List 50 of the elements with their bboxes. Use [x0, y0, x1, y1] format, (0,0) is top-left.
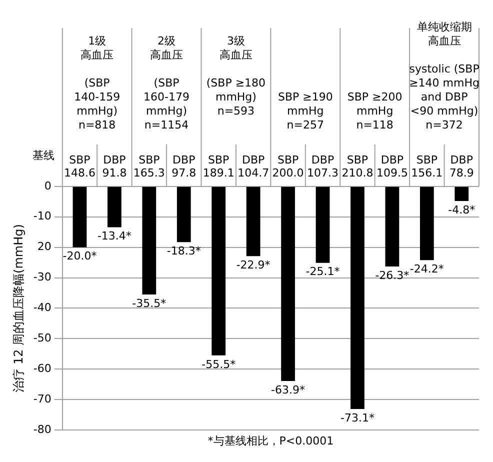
text: 高血压	[219, 48, 252, 62]
text: (SBP 160-179 mmHg) n=1154	[144, 76, 190, 132]
x-tick-label: SBP 148.6	[64, 153, 96, 180]
y-tick-label: -60	[33, 362, 52, 375]
x-tick-label: SBP 165.3	[133, 153, 165, 180]
text: systolic (SBP ≥140 mmHg and DBP <90 mmHg) n=372	[409, 62, 480, 132]
x-tick-label: SBP 156.1	[411, 153, 443, 180]
x-tick-label: SBP 200.0	[272, 153, 304, 180]
y-tick-label: -70	[33, 392, 52, 406]
text: *与基线相比，P<0.0001	[208, 434, 334, 448]
data-label: -55.5*	[202, 358, 236, 371]
data-label: -13.4*	[97, 230, 132, 243]
x-tick-label: DBP 91.8	[102, 153, 127, 180]
text: 高血压	[80, 48, 114, 62]
data-label: -63.9*	[271, 383, 306, 396]
x-tick-label: DBP 78.9	[449, 153, 474, 180]
text: 高血压	[150, 48, 184, 62]
y-tick-label: -50	[33, 332, 52, 345]
data-label: -20.0*	[62, 250, 98, 263]
data-label: -24.2*	[410, 262, 444, 276]
x-tick-label: DBP 107.3	[307, 153, 339, 180]
text: SBP ≥190 mmHg n=257	[278, 90, 333, 132]
text: 基线	[32, 148, 54, 162]
text: (SBP 140-159 mmHg) n=818	[74, 76, 120, 132]
data-label: -25.1*	[306, 265, 340, 278]
data-label: -35.5*	[132, 296, 167, 310]
data-label: -22.9*	[236, 258, 271, 272]
data-label: -26.3*	[375, 268, 410, 282]
x-tick-label: DBP 109.5	[376, 153, 408, 180]
text: 高血压	[428, 34, 461, 48]
data-label: -4.8*	[448, 203, 476, 216]
x-tick-label: DBP 104.7	[238, 153, 270, 180]
y-tick-label: -10	[33, 210, 52, 223]
data-label: -73.1*	[340, 411, 375, 424]
text: (SBP ≥180 mmHg) n=593	[206, 76, 266, 118]
text: 单纯收缩期	[416, 20, 472, 34]
y-tick-label: -80	[33, 422, 52, 436]
text: 3级	[226, 34, 245, 48]
x-tick-label: SBP 189.1	[202, 153, 234, 180]
y-tick-label: -30	[33, 270, 52, 284]
y-tick-label: -40	[33, 301, 52, 314]
y-tick-label: 0	[44, 179, 52, 192]
text: SBP ≥200 mmHg n=118	[347, 90, 402, 132]
x-tick-label: DBP 97.8	[172, 153, 196, 180]
text: 2级	[158, 34, 176, 48]
y-tick-label: 20	[37, 240, 52, 254]
y-axis-title: 治疗 12 周的血压降幅(mmHg)	[11, 224, 26, 392]
x-tick-label: SBP 210.8	[342, 153, 374, 180]
data-label: -18.3*	[166, 244, 202, 258]
text: 1级	[88, 34, 106, 48]
